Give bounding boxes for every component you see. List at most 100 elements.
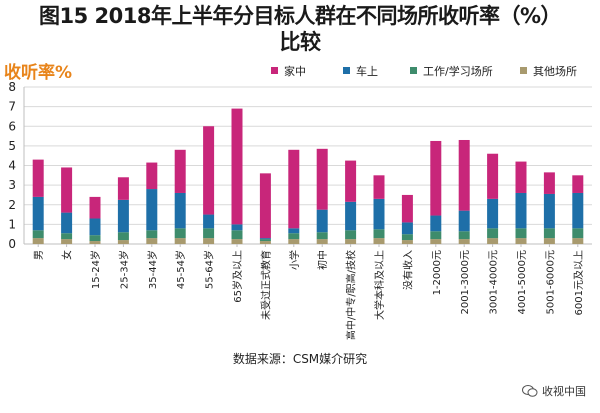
bar-segment xyxy=(117,177,129,200)
bar-segment xyxy=(373,229,385,239)
y-tick-label: 8 xyxy=(8,80,16,94)
y-axis-label: 收听率% xyxy=(4,63,73,83)
x-tick-label: 45-54岁 xyxy=(174,250,187,289)
bar-segment xyxy=(430,215,442,232)
x-tick-label: 55-64岁 xyxy=(203,250,216,289)
legend-label: 家中 xyxy=(284,64,306,78)
bar-segment xyxy=(174,149,186,193)
bar-segment xyxy=(572,175,584,193)
bar-segment xyxy=(174,192,186,229)
x-tick-label: 高中/中专/职高/技校 xyxy=(345,250,358,340)
bar-segment xyxy=(288,228,300,234)
bar-segment xyxy=(89,196,101,219)
bar-segment xyxy=(61,167,73,213)
bar-segment xyxy=(146,230,158,239)
bar-segment xyxy=(174,228,186,239)
bar-segment xyxy=(203,126,215,215)
bar-segment xyxy=(288,239,300,244)
bar-segment xyxy=(515,161,527,193)
bar-segment xyxy=(231,108,243,225)
bar-segment xyxy=(543,228,555,239)
x-tick-label: 35-44岁 xyxy=(146,250,159,289)
bar-segment xyxy=(345,239,357,244)
y-tick-label: 5 xyxy=(8,139,16,153)
bar-segment xyxy=(401,194,413,223)
legend-swatch xyxy=(271,67,278,74)
x-tick-label: 女 xyxy=(61,250,74,260)
stacked-bar-chart: 0 1 2 3 4 5 6 7 8 男 女 15-24岁 25-34岁 35-44岁 45-54岁 55-64… xyxy=(8,64,592,340)
bar-segment xyxy=(146,162,158,190)
bar-segment xyxy=(401,222,413,235)
bar-segment xyxy=(316,148,328,210)
bar-segment xyxy=(117,232,129,241)
x-tick-label: 初中 xyxy=(316,250,329,270)
bar-segment xyxy=(373,238,385,244)
x-tick-label: 15-24岁 xyxy=(89,250,102,289)
x-tick-label: 4001-5000元 xyxy=(517,250,528,315)
bar-segment xyxy=(288,233,300,240)
chart-title-line2: 比较 xyxy=(279,30,322,54)
bar-segment xyxy=(316,239,328,244)
bar-segment xyxy=(89,241,101,244)
legend-swatch xyxy=(343,67,350,74)
bar-segment xyxy=(259,241,271,244)
bar-segment xyxy=(430,239,442,244)
bar-segment xyxy=(203,228,215,239)
bar-segment xyxy=(316,209,328,233)
bar-segment xyxy=(89,235,101,242)
y-tick-label: 7 xyxy=(8,100,16,114)
bar-segment xyxy=(487,228,499,239)
y-tick-label: 3 xyxy=(8,178,16,192)
bar-segment xyxy=(430,140,442,216)
bar-segment xyxy=(117,240,129,244)
legend-label: 工作/学习场所 xyxy=(423,64,493,78)
bar-segment xyxy=(117,199,129,233)
bar-segment xyxy=(203,214,215,229)
bar-segment xyxy=(89,218,101,236)
x-tick-label: 65岁及以上 xyxy=(231,250,244,303)
x-tick-label: 25-34岁 xyxy=(117,250,130,289)
x-tick-label: 没有收入 xyxy=(401,250,414,290)
bar-segment xyxy=(515,192,527,229)
y-tick-label: 4 xyxy=(8,159,16,173)
bar-segment xyxy=(259,173,271,239)
bar-segment xyxy=(401,234,413,241)
bar-segment xyxy=(373,175,385,199)
legend-label: 其他场所 xyxy=(533,64,577,78)
bar-segment xyxy=(231,239,243,244)
bar-segment xyxy=(515,238,527,244)
x-tick-label: 3001-4000元 xyxy=(489,250,500,315)
brand-watermark: 收视中国 xyxy=(522,383,586,399)
bar-segment xyxy=(572,192,584,229)
x-tick-label: 5001-6000元 xyxy=(545,250,556,315)
bar-segment xyxy=(487,153,499,199)
y-tick-label: 2 xyxy=(8,198,16,212)
bar-segment xyxy=(345,160,357,202)
bar-segment xyxy=(458,210,470,232)
bar-segment xyxy=(288,149,300,229)
x-tick-label: 6001元及以上 xyxy=(573,250,585,315)
bar-segment xyxy=(32,230,44,239)
bar-segment xyxy=(174,238,186,244)
x-tick-label: 大学本科及以上 xyxy=(373,250,386,320)
bar-segment xyxy=(203,238,215,244)
x-tick-label: 小学 xyxy=(288,250,301,270)
bar-segment xyxy=(401,240,413,244)
chart-title: 图15 2018年上半年分目标人群在不同场所收听率（%） 比较 xyxy=(0,3,600,55)
bar-segment xyxy=(458,231,470,240)
bar-segment xyxy=(61,233,73,240)
bar-segment xyxy=(231,230,243,240)
bar-segment xyxy=(32,196,44,231)
brand-name: 收视中国 xyxy=(542,385,586,398)
bar-segment xyxy=(458,139,470,211)
bar-segment xyxy=(543,193,555,229)
bar-segment xyxy=(146,238,158,244)
legend-swatch xyxy=(520,67,527,74)
bar-segment xyxy=(458,239,470,244)
bar-segment xyxy=(32,238,44,244)
bar-segment xyxy=(515,228,527,239)
bar-segment xyxy=(259,239,271,242)
bar-segment xyxy=(61,239,73,244)
bar-segment xyxy=(146,189,158,231)
bar-segment xyxy=(345,230,357,240)
